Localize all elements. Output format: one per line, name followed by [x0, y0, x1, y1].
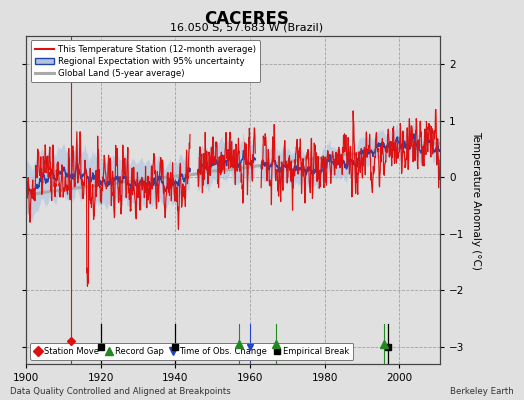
Text: 16.050 S, 57.683 W (Brazil): 16.050 S, 57.683 W (Brazil)	[170, 22, 323, 32]
Y-axis label: Temperature Anomaly (°C): Temperature Anomaly (°C)	[472, 130, 482, 270]
Legend: Station Move, Record Gap, Time of Obs. Change, Empirical Break: Station Move, Record Gap, Time of Obs. C…	[30, 342, 353, 360]
Text: Berkeley Earth: Berkeley Earth	[450, 387, 514, 396]
Text: Data Quality Controlled and Aligned at Breakpoints: Data Quality Controlled and Aligned at B…	[10, 387, 231, 396]
Text: CACERES: CACERES	[204, 10, 289, 28]
